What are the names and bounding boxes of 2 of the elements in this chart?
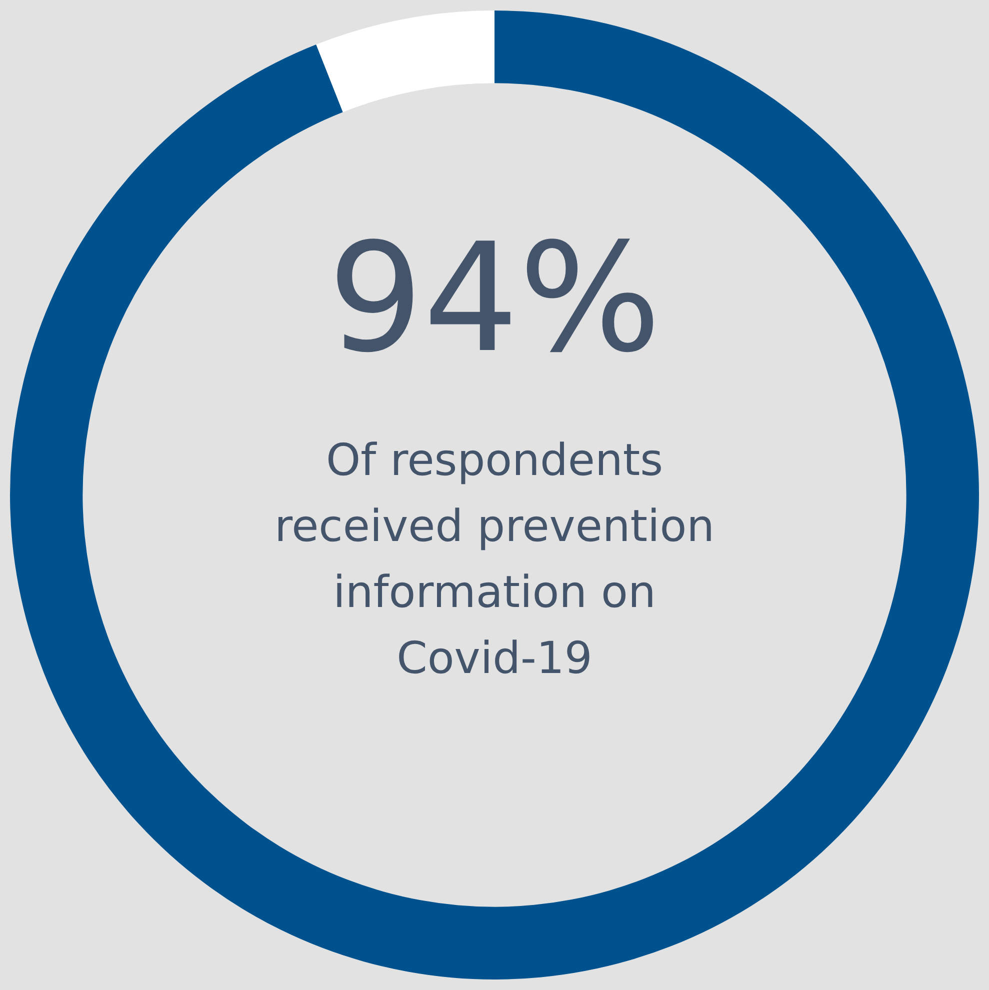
data-label: 94%	[328, 212, 662, 386]
text: Of respondents received prevention information on Covid-19	[274, 435, 715, 684]
